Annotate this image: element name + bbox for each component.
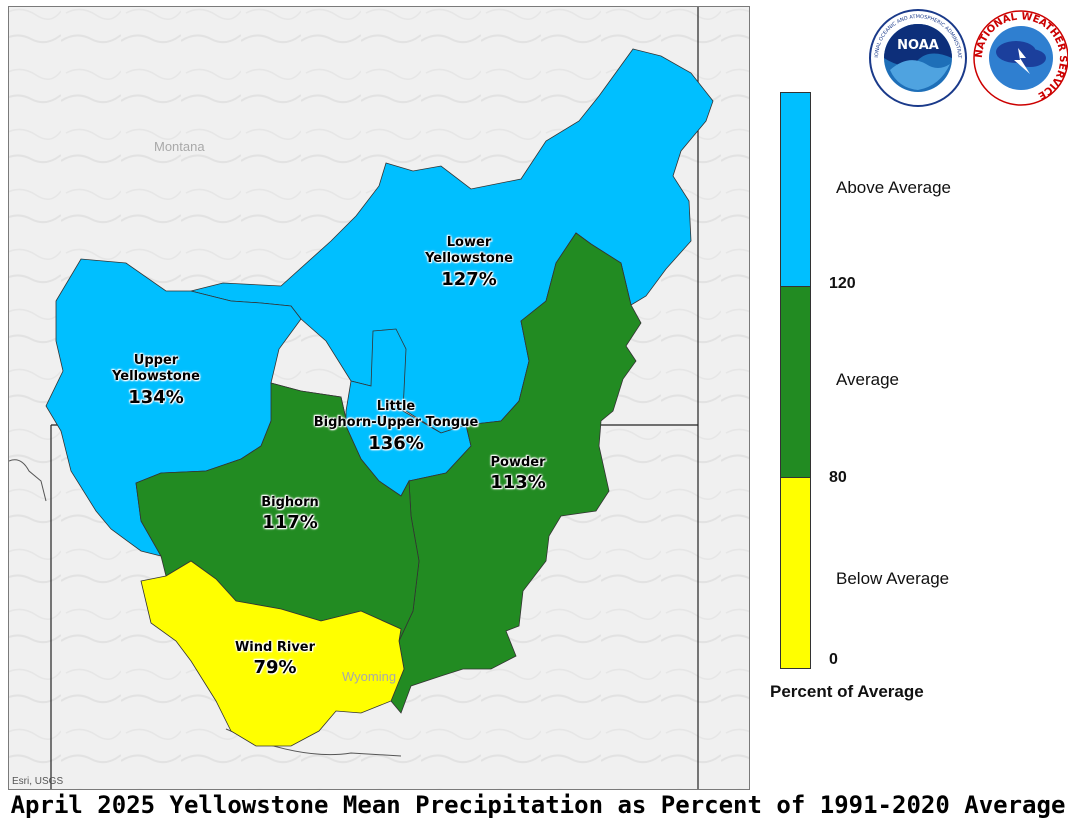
- noaa-logo-icon: NOAA NATIONAL OCEANIC AND ATMOSPHERIC AD…: [865, 4, 967, 107]
- legend-tick-0: 0: [829, 651, 838, 668]
- page-title: April 2025 Yellowstone Mean Precipitatio…: [10, 791, 1066, 819]
- basin-name-line: Little: [376, 399, 416, 414]
- legend-swatch-below: [781, 478, 810, 668]
- basin-name-line: Yellowstone: [112, 369, 200, 385]
- map-credits: Esri, USGS: [12, 776, 64, 787]
- legend-color-bar: [780, 92, 811, 669]
- basin-name-line: Powder: [490, 455, 546, 470]
- noaa-wordmark: NOAA: [897, 38, 939, 53]
- legend-swatch-average: [781, 287, 810, 477]
- legend-swatch-above: [781, 93, 810, 286]
- basin-name-line: Upper: [133, 353, 179, 368]
- map-panel[interactable]: Montana Wyoming Lower Yellowstone 127% U…: [8, 6, 750, 790]
- legend-label-below: Below Average: [836, 569, 950, 588]
- basin-percent: 113%: [490, 472, 546, 494]
- legend-divider: [781, 477, 810, 478]
- basin-name-line: Lower: [446, 235, 492, 250]
- basin-label-upper-yellowstone: Upper Yellowstone 134%: [112, 353, 200, 409]
- noaa-nws-logos-icon: NOAA NATIONAL OCEANIC AND ATMOSPHERIC AD…: [865, 4, 1069, 107]
- state-label-wyoming: Wyoming: [342, 669, 397, 684]
- basin-label-wind-river: Wind River 79%: [235, 640, 315, 680]
- basin-name-line: Yellowstone: [425, 251, 513, 267]
- legend-tick-80: 80: [829, 469, 847, 486]
- basin-wind-river[interactable]: [140, 560, 405, 747]
- basin-powder[interactable]: [390, 232, 642, 714]
- legend-title: Percent of Average: [770, 682, 924, 701]
- state-label-montana: Montana: [154, 139, 205, 154]
- nws-logo-icon: NATIONAL WEATHER SERVICE: [973, 10, 1069, 106]
- basin-name-line: Bighorn: [261, 495, 319, 510]
- basin-label-bighorn: Bighorn 117%: [261, 495, 319, 535]
- basin-percent: 79%: [253, 657, 297, 679]
- basin-name-line: Bighorn-Upper Tongue: [313, 415, 479, 431]
- basin-label-lower-yellowstone: Lower Yellowstone 127%: [425, 235, 513, 291]
- map-canvas: [9, 7, 749, 789]
- legend-divider: [781, 286, 810, 287]
- basin-percent: 127%: [441, 268, 497, 290]
- agency-logos: NOAA NATIONAL OCEANIC AND ATMOSPHERIC AD…: [865, 4, 1069, 108]
- legend-tick-120: 120: [829, 275, 856, 292]
- basin-label-powder: Powder 113%: [490, 455, 546, 495]
- legend-label-average: Average: [836, 370, 900, 389]
- legend-label-above: Above Average: [836, 178, 951, 197]
- basin-percent: 134%: [128, 386, 184, 408]
- basin-percent: 136%: [368, 432, 424, 454]
- basin-percent: 117%: [262, 512, 318, 534]
- basin-name-line: Wind River: [234, 640, 316, 655]
- basin-label-little-bighorn-upper-tongue: Little Bighorn-Upper Tongue 136%: [314, 399, 479, 455]
